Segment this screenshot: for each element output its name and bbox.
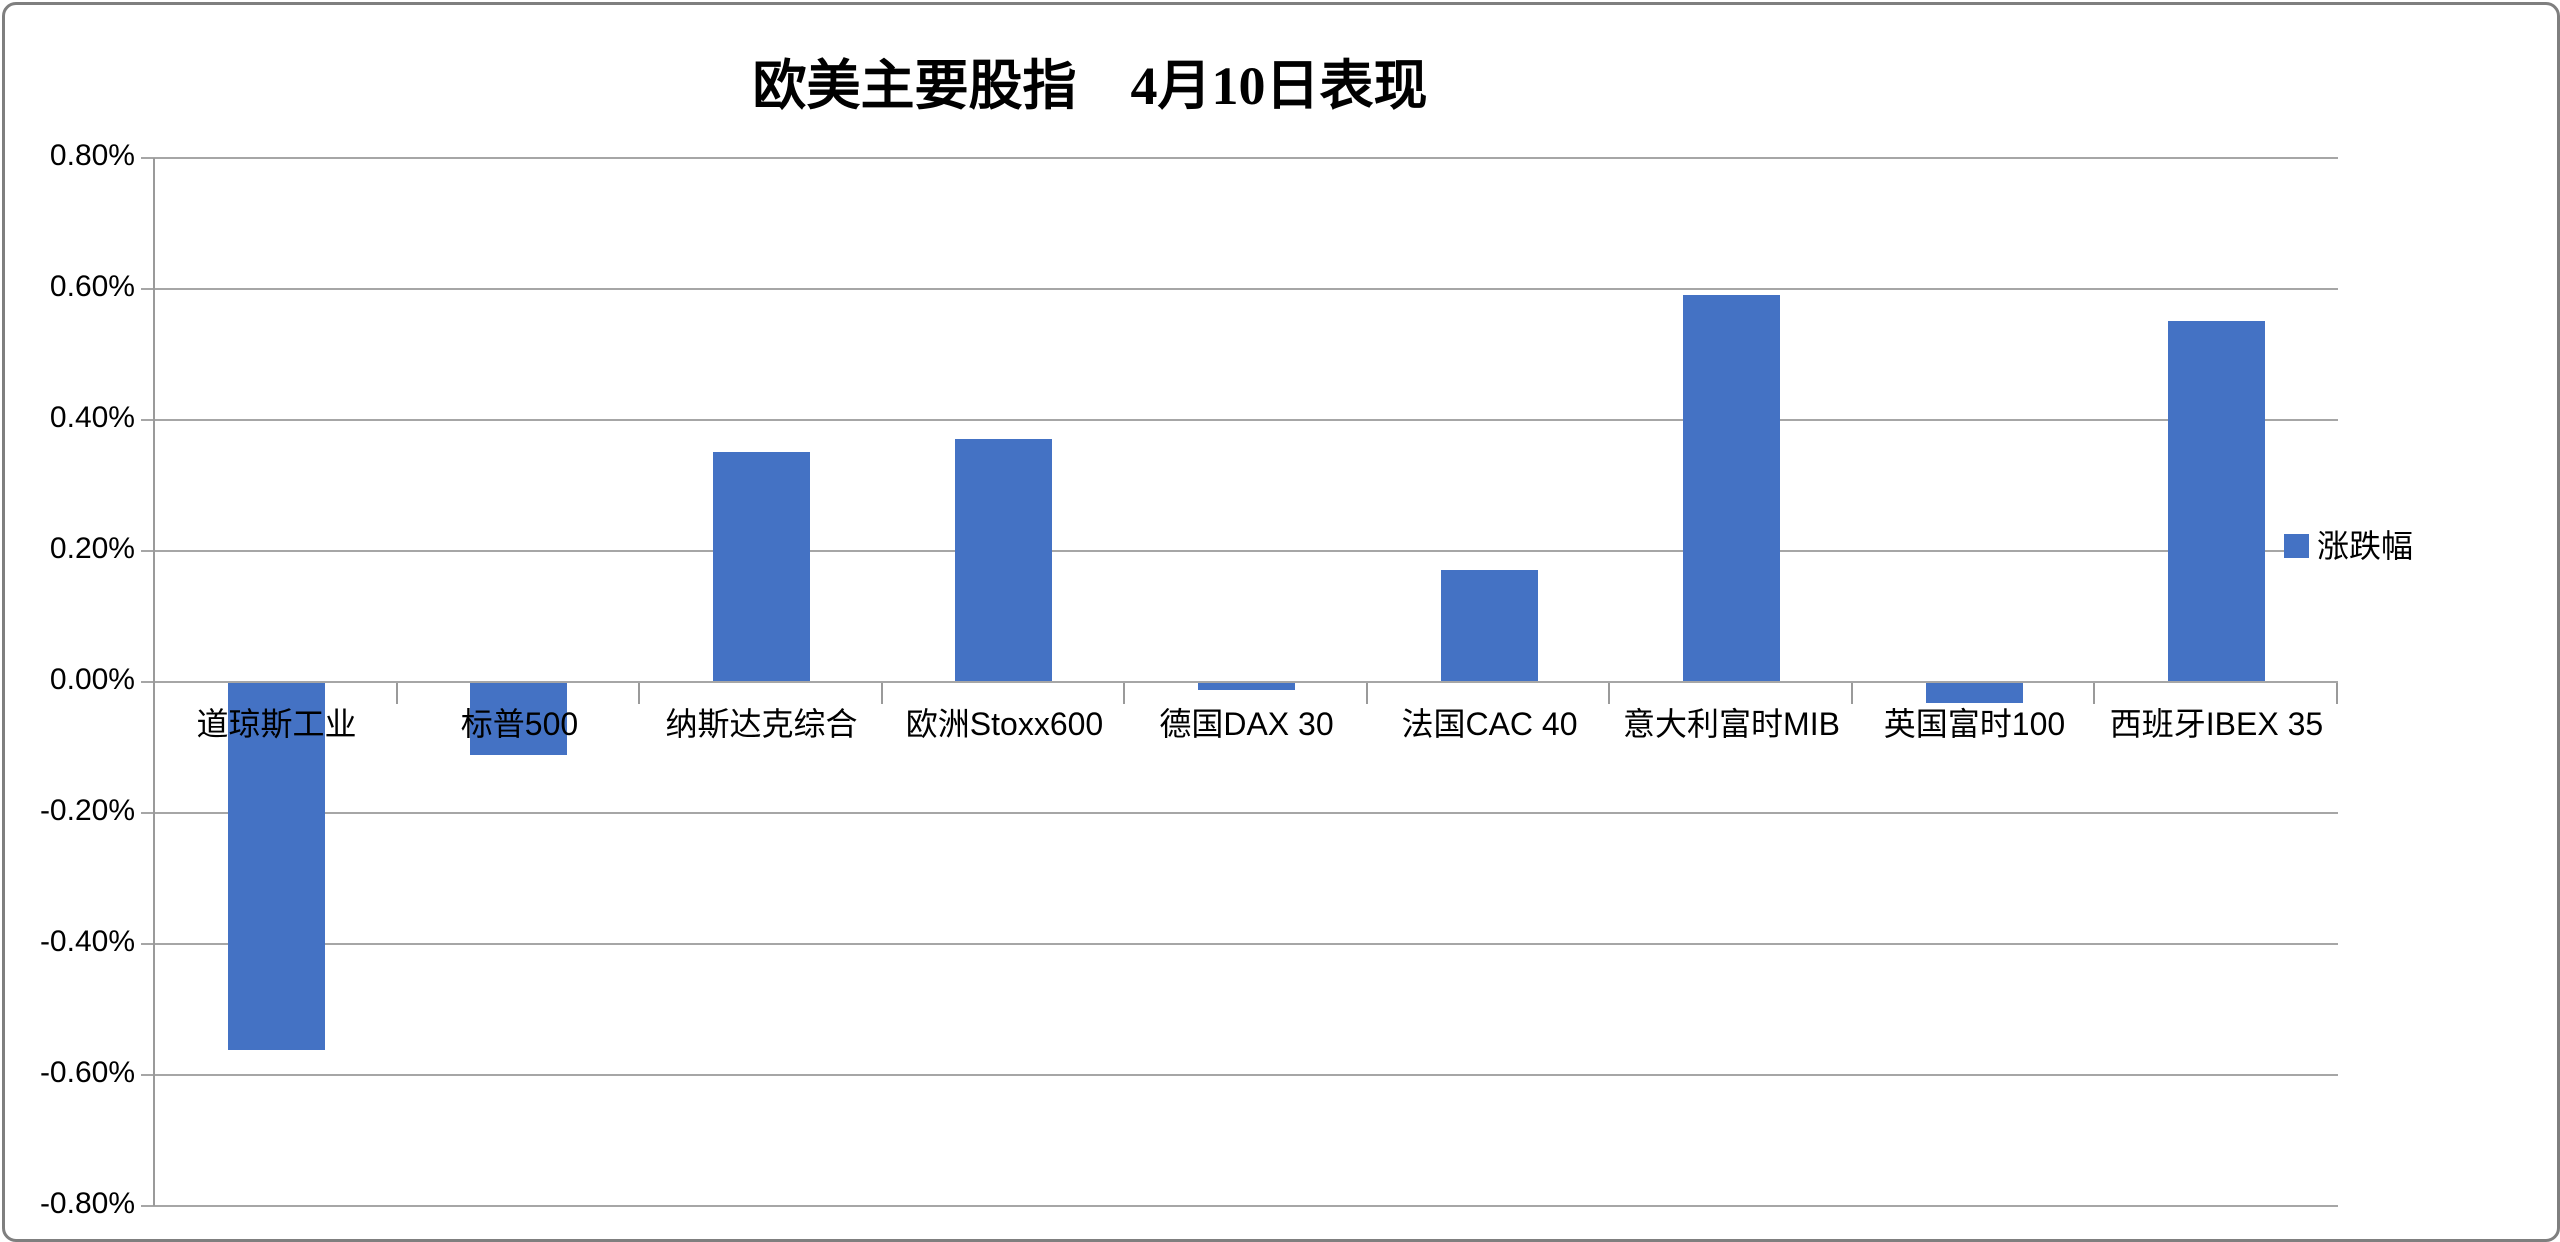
gridline (141, 681, 2338, 683)
gridline (141, 1074, 2338, 1076)
bar[interactable] (713, 452, 810, 681)
y-axis-tick-label: -0.60% (39, 1056, 135, 1089)
category-tick (638, 683, 641, 704)
bar[interactable] (955, 439, 1052, 681)
category-tick (1850, 683, 1853, 704)
y-axis-tick-label: 0.60% (49, 270, 135, 303)
category-label: 纳斯达克综合 (665, 706, 858, 742)
gridline (141, 419, 2338, 421)
y-axis-tick-label: -0.80% (39, 1187, 135, 1220)
y-axis-tick-label: 0.20% (49, 532, 135, 565)
category-label: 西班牙IBEX 35 (2109, 706, 2324, 742)
legend[interactable]: 涨跌幅 (2284, 519, 2420, 569)
category-label: 意大利富时MIB (1623, 706, 1840, 742)
category-label: 法国CAC 40 (1401, 706, 1578, 742)
category-label: 欧洲Stoxx600 (905, 706, 1104, 742)
bar[interactable] (228, 683, 325, 1050)
chart-title: 欧美主要股指 4月10日表现 (752, 56, 1428, 116)
y-axis-tick-label: -0.40% (39, 925, 135, 958)
category-tick (2093, 683, 2096, 704)
y-axis-tick-label: 0.40% (49, 401, 135, 434)
y-axis-tick-label: -0.20% (39, 794, 135, 827)
gridline (141, 157, 2338, 159)
category-label: 英国富时100 (1883, 706, 2066, 742)
gridline (141, 288, 2338, 290)
gridline (141, 812, 2338, 814)
bar[interactable] (1441, 570, 1538, 681)
bar[interactable] (470, 683, 567, 755)
category-tick (1123, 683, 1126, 704)
gridline (141, 1205, 2338, 1207)
bar[interactable] (1926, 683, 2023, 703)
category-tick (395, 683, 398, 704)
legend-swatch-icon (2284, 534, 2309, 558)
plot-area: 0.80% 0.60% 0.40% 0.20% 0.00% -0.20% -0.40% -0.… (5, 5, 2557, 1239)
gridline (141, 550, 2338, 552)
category-label: 道琼斯工业 (196, 706, 357, 742)
y-axis-tick-label: 0.80% (49, 139, 135, 172)
category-tick (2336, 683, 2338, 704)
bar[interactable] (1683, 295, 1780, 681)
category-label: 德国DAX 30 (1159, 706, 1334, 742)
category-tick (1365, 683, 1368, 704)
y-axis-line (153, 158, 155, 1206)
bar[interactable] (2168, 321, 2265, 681)
category-tick (880, 683, 883, 704)
category-tick (1608, 683, 1611, 704)
y-axis-tick-label: 0.00% (49, 663, 135, 696)
category-label: 标普500 (460, 706, 579, 742)
gridline (141, 943, 2338, 945)
category-tick (153, 683, 155, 704)
bar[interactable] (1198, 683, 1295, 690)
legend-label: 涨跌幅 (2309, 519, 2420, 569)
